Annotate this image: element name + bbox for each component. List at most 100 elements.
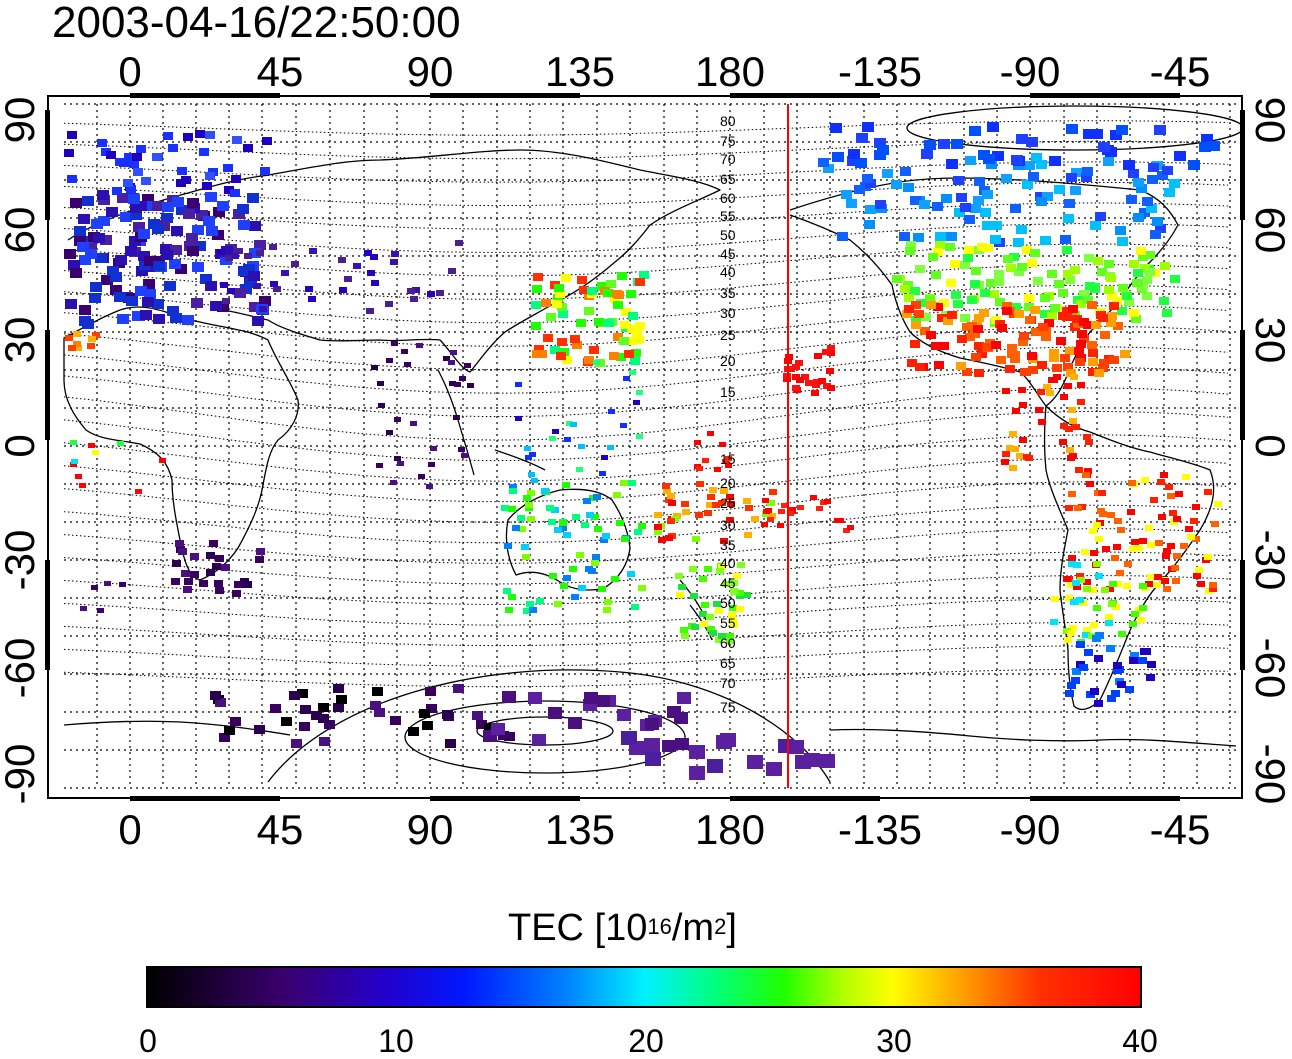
tec-patch xyxy=(846,199,857,208)
tec-patch xyxy=(730,588,738,594)
tec-patch xyxy=(1090,550,1098,556)
tec-patch xyxy=(92,450,99,455)
tec-patch xyxy=(1011,155,1023,165)
tec-patch xyxy=(117,314,129,324)
colorbar-title: TEC [1016/m2] xyxy=(508,906,737,955)
tec-patch xyxy=(1128,480,1136,486)
tec-patch xyxy=(1123,583,1131,589)
tec-patch xyxy=(114,292,126,302)
tec-patch xyxy=(308,296,316,302)
tec-patch xyxy=(1174,151,1186,161)
tec-patch xyxy=(163,132,173,140)
contour-label: 75 xyxy=(720,699,736,715)
tec-patch xyxy=(598,586,606,592)
tec-patch xyxy=(1077,330,1087,338)
tec-patch xyxy=(1079,318,1089,326)
tec-patch xyxy=(700,621,708,627)
tec-patch xyxy=(974,314,984,322)
tec-patch xyxy=(1009,253,1019,261)
tec-patch xyxy=(1050,304,1060,312)
tec-patch xyxy=(206,226,218,236)
tec-patch xyxy=(814,353,822,359)
tec-patch xyxy=(586,512,594,518)
tec-patch xyxy=(1070,599,1078,605)
tec-patch xyxy=(91,219,103,229)
tec-patch xyxy=(701,602,709,608)
tec-patch xyxy=(135,286,147,296)
tec-patch xyxy=(97,190,109,200)
tec-patch xyxy=(1204,554,1212,560)
tec-patch xyxy=(1083,586,1091,592)
tec-patch xyxy=(787,511,794,516)
tec-patch xyxy=(227,288,235,294)
tec-patch xyxy=(548,707,562,719)
tec-patch xyxy=(667,518,675,524)
tec-patch xyxy=(101,275,113,285)
tec-patch xyxy=(1158,514,1166,520)
tec-patch xyxy=(1116,125,1128,135)
tec-patch xyxy=(253,283,261,289)
tec-patch xyxy=(706,502,714,508)
tec-patch xyxy=(1009,431,1017,437)
tec-patch xyxy=(826,368,834,374)
tec-patch xyxy=(472,711,483,720)
tec-patch xyxy=(1071,168,1082,177)
tec-patch xyxy=(950,260,960,268)
right-lat-label: 0 xyxy=(1247,434,1292,457)
tec-patch xyxy=(915,363,925,371)
top-lon-label: 180 xyxy=(695,48,765,95)
tec-patch xyxy=(892,275,902,283)
tec-patch xyxy=(1209,586,1217,592)
tec-patch xyxy=(407,288,415,294)
contour-label: 15 xyxy=(720,384,736,400)
tec-patch xyxy=(681,501,689,507)
tec-patch xyxy=(1167,543,1175,549)
tec-patch xyxy=(1019,332,1029,340)
tec-patch xyxy=(195,130,205,138)
tec-patch xyxy=(237,204,249,214)
tec-patch xyxy=(667,493,675,499)
tec-patch xyxy=(153,314,165,324)
tec-patch xyxy=(1106,319,1116,327)
tec-patch xyxy=(822,349,830,355)
tec-patch xyxy=(964,215,975,224)
tec-patch xyxy=(1145,251,1155,259)
tec-patch xyxy=(596,695,610,707)
tec-patch xyxy=(933,248,943,256)
tec-patch xyxy=(768,513,776,519)
tec-patch xyxy=(1117,307,1127,315)
tec-patch xyxy=(689,566,697,572)
tec-patch xyxy=(1133,213,1144,222)
tec-patch xyxy=(1084,468,1092,474)
tec-patch xyxy=(529,607,537,613)
tec-patch xyxy=(616,520,624,526)
tec-patch xyxy=(696,466,703,471)
tec-patch xyxy=(1120,350,1130,358)
tec-patch xyxy=(578,585,586,591)
tec-patch xyxy=(795,755,811,769)
tec-patch xyxy=(1044,319,1054,327)
tec-patch xyxy=(65,335,73,341)
contour-line xyxy=(63,434,1229,482)
tec-patch xyxy=(206,569,215,576)
tec-patch xyxy=(1131,611,1139,617)
tec-patch xyxy=(1133,279,1143,287)
tec-patch xyxy=(716,568,724,574)
tec-patch xyxy=(1072,668,1081,675)
tec-patch xyxy=(1155,540,1163,546)
tec-patch xyxy=(973,196,984,205)
tec-patch xyxy=(536,598,544,604)
tec-patch xyxy=(552,300,562,308)
tec-patch xyxy=(531,301,541,309)
tec-patch xyxy=(581,522,589,528)
tec-patch xyxy=(1036,160,1047,169)
tec-patch xyxy=(1136,247,1146,255)
tec-patch xyxy=(1117,237,1128,246)
contour-label: 60 xyxy=(720,635,736,651)
tec-patch xyxy=(215,698,226,707)
tec-patch xyxy=(224,186,234,194)
tec-patch xyxy=(996,356,1006,364)
tec-patch xyxy=(951,291,961,299)
contour-label: 35 xyxy=(720,537,736,553)
tec-patch xyxy=(336,695,347,704)
